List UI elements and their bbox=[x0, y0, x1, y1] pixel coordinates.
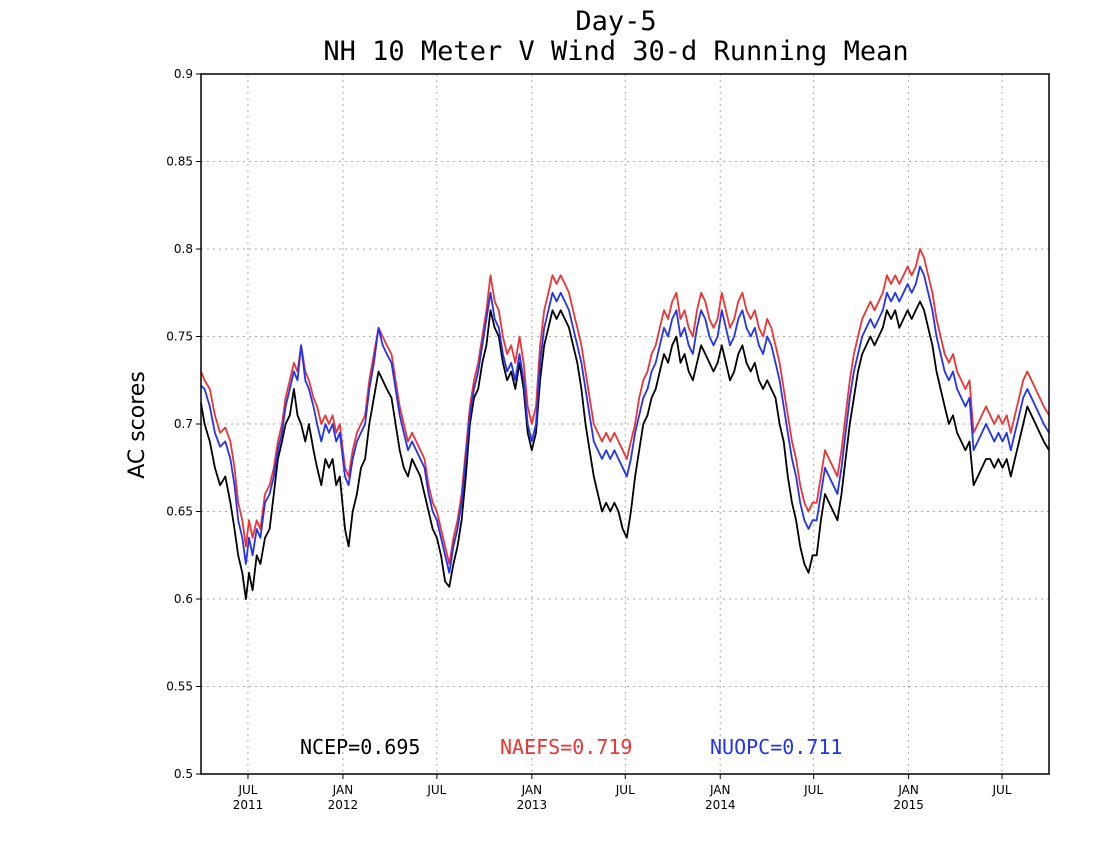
x-tick-label-month: JUL bbox=[803, 783, 823, 797]
x-tick-label-year: 2012 bbox=[328, 798, 359, 812]
y-tick-label: 0.75 bbox=[166, 330, 193, 344]
y-tick-label: 0.6 bbox=[174, 592, 193, 606]
y-tick-label: 0.7 bbox=[174, 417, 193, 431]
y-tick-label: 0.85 bbox=[166, 155, 193, 169]
x-tick-label-month: JUL bbox=[237, 783, 257, 797]
x-tick-label-month: JUL bbox=[615, 783, 635, 797]
series-line-nuopc bbox=[200, 265, 1050, 574]
x-tick-label-year: 2011 bbox=[233, 798, 264, 812]
y-axis-label: AC scores bbox=[125, 371, 150, 479]
x-tick-label-month: JAN bbox=[897, 783, 919, 797]
y-tick-label: 0.65 bbox=[166, 505, 193, 519]
x-tick-label-year: 2013 bbox=[517, 798, 548, 812]
chart-title-line2: NH 10 Meter V Wind 30-d Running Mean bbox=[323, 36, 908, 67]
legend-naefs: NAEFS=0.719 bbox=[500, 735, 632, 759]
y-tick-label: 0.5 bbox=[174, 767, 193, 781]
y-tick-label: 0.9 bbox=[174, 67, 193, 81]
y-axis: 0.5 0.55 0.6 0.65 0.7 0.75 0.8 0.85 0.9 bbox=[166, 67, 201, 781]
series-lines bbox=[200, 248, 1050, 600]
series-line-ncep bbox=[200, 300, 1050, 600]
chart-title-line1: Day-5 bbox=[575, 6, 656, 37]
legend-ncep: NCEP=0.695 bbox=[300, 735, 420, 759]
x-tick-label-year: 2015 bbox=[893, 798, 924, 812]
x-tick-label-year: 2014 bbox=[705, 798, 736, 812]
x-tick-label-month: JUL bbox=[426, 783, 446, 797]
x-tick-label-month: JAN bbox=[709, 783, 731, 797]
legend-nuopc: NUOPC=0.711 bbox=[710, 735, 842, 759]
x-tick-label-month: JAN bbox=[332, 783, 354, 797]
x-tick-label-month: JUL bbox=[992, 783, 1012, 797]
x-tick-label-month: JAN bbox=[521, 783, 543, 797]
y-tick-label: 0.8 bbox=[174, 242, 193, 256]
series-line-naefs bbox=[200, 248, 1050, 565]
y-tick-label: 0.55 bbox=[166, 680, 193, 694]
